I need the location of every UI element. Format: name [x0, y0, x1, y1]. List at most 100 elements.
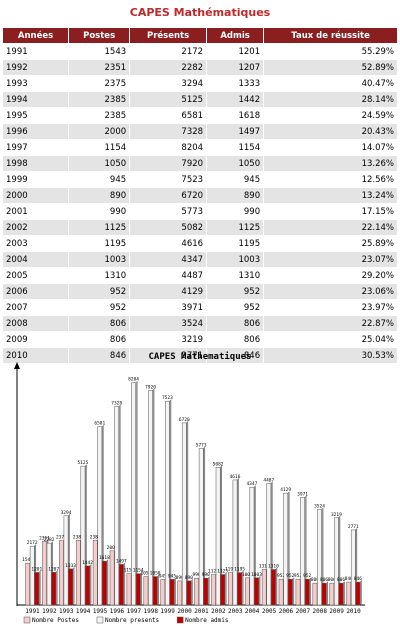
- bar: [131, 382, 136, 606]
- bar: [300, 497, 305, 606]
- table-cell: 23.06%: [263, 283, 398, 300]
- x-tick-label: 2008: [313, 608, 328, 615]
- bar: [63, 515, 69, 606]
- x-tick-label: 1997: [127, 608, 142, 615]
- legend-label: Nombre admis: [185, 617, 229, 624]
- x-tick-label: 1993: [59, 608, 74, 615]
- bar: [85, 565, 90, 606]
- table-cell: 40.47%: [263, 75, 398, 92]
- table-cell: 1310: [206, 267, 265, 284]
- table-cell: 1050: [68, 155, 131, 172]
- data-label: 2351: [39, 535, 50, 541]
- data-label: 945: [159, 573, 167, 579]
- table-row: 2007 952 3971 952 23.97%: [1, 299, 398, 316]
- table-cell: 3219: [129, 331, 208, 348]
- data-label: 6720: [179, 417, 190, 423]
- x-tick-label: 2001: [194, 608, 209, 615]
- table-cell: 2008: [1, 315, 70, 332]
- bar: [51, 572, 57, 606]
- data-label: 1442: [82, 560, 93, 566]
- data-label: 1497: [116, 558, 127, 564]
- x-tick-label: 1991: [25, 608, 40, 615]
- legend-swatch: [96, 616, 104, 624]
- header-cell: Admis: [206, 27, 265, 44]
- table-cell: 1003: [68, 251, 131, 268]
- table-cell: 2009: [1, 331, 70, 348]
- table-cell: 2005: [1, 267, 70, 284]
- data-label: 5125: [77, 460, 88, 466]
- table-row: 2005 1310 4487 1310 29.20%: [1, 267, 398, 284]
- bar: [102, 560, 107, 606]
- axis-arrow: [14, 362, 20, 369]
- table-cell: 2006: [1, 283, 70, 300]
- bar: [244, 577, 250, 606]
- bar: [249, 486, 255, 606]
- table-cell: 7523: [129, 171, 208, 188]
- table-row: 1999 945 7523 945 12.56%: [1, 171, 398, 188]
- legend-label: Nombre presents: [105, 617, 160, 624]
- data-label: 846: [354, 576, 362, 582]
- table-row: 1994 2385 5125 1442 28.14%: [1, 91, 398, 108]
- data-label: 2172: [27, 540, 38, 546]
- x-tick-label: 2007: [296, 608, 311, 615]
- data-label: 1333: [65, 563, 76, 569]
- data-label: 3219: [331, 512, 342, 518]
- data-label: 1154: [133, 568, 144, 574]
- data-label: 2385: [73, 534, 84, 540]
- data-label: 3971: [297, 491, 308, 497]
- data-label: 990: [193, 572, 201, 578]
- table-cell: 1003: [206, 251, 265, 268]
- table-row: 2008 806 3524 806 22.87%: [1, 315, 398, 332]
- table-row: 2001 990 5773 990 17.15%: [1, 203, 398, 220]
- x-tick-label: 1999: [160, 608, 175, 615]
- bar: [211, 574, 216, 606]
- bar: [126, 573, 132, 606]
- data-label: 806: [337, 577, 345, 583]
- table-cell: 29.20%: [263, 267, 398, 284]
- table-cell: 2172: [129, 43, 208, 60]
- bar: [148, 390, 153, 606]
- bar: [203, 577, 209, 606]
- bar: [271, 569, 276, 606]
- table-cell: 2010: [1, 347, 70, 364]
- table-cell: 4129: [129, 283, 208, 300]
- table-cell: 890: [68, 187, 131, 204]
- table-cell: 846: [68, 347, 131, 364]
- table-cell: 1991: [1, 43, 70, 60]
- table-cell: 2004: [1, 251, 70, 268]
- table-cell: 2771: [129, 347, 208, 364]
- bar: [143, 576, 149, 606]
- table-cell: 952: [206, 299, 265, 316]
- table-cell: 1442: [206, 91, 265, 108]
- data-label: 1543: [22, 557, 33, 563]
- table-cell: 1125: [68, 219, 131, 236]
- data-label: 890: [176, 575, 184, 581]
- x-tick-label: 2009: [329, 608, 344, 615]
- table-row: 1997 1154 8204 1154 14.07%: [1, 139, 398, 156]
- table-row: 2010 846 2771 846 30.53%: [1, 347, 398, 364]
- data-label: 4347: [246, 481, 257, 487]
- bar: [177, 580, 183, 606]
- table-row: 2003 1195 4616 1195 25.89%: [1, 235, 398, 252]
- data-label: 952: [294, 573, 302, 579]
- data-label: 806: [328, 577, 336, 583]
- data-label: 1201: [31, 566, 42, 572]
- table-row: 1991 1543 2172 1201 55.29%: [1, 43, 398, 60]
- table-cell: 8204: [129, 139, 208, 156]
- chart: CAPES Mathematiques 1991 1543 2172 1201 1992…: [14, 351, 365, 624]
- bar: [355, 581, 361, 606]
- header-cell: Années: [1, 27, 70, 44]
- data-label: 7328: [111, 400, 122, 406]
- table-cell: 55.29%: [263, 43, 398, 60]
- header-cell: Présents: [129, 27, 208, 44]
- x-tick-label: 1992: [42, 608, 57, 615]
- table-cell: 52.89%: [263, 59, 398, 76]
- data-label: 1195: [234, 567, 245, 573]
- table-row: 2002 1125 5082 1125 22.14%: [1, 219, 398, 236]
- data-label: 1125: [208, 569, 219, 575]
- data-label: 2771: [348, 524, 359, 530]
- table-cell: 1333: [206, 75, 265, 92]
- data-label: 1003: [251, 572, 262, 578]
- x-tick-label: 2002: [211, 608, 226, 615]
- table-cell: 28.14%: [263, 91, 398, 108]
